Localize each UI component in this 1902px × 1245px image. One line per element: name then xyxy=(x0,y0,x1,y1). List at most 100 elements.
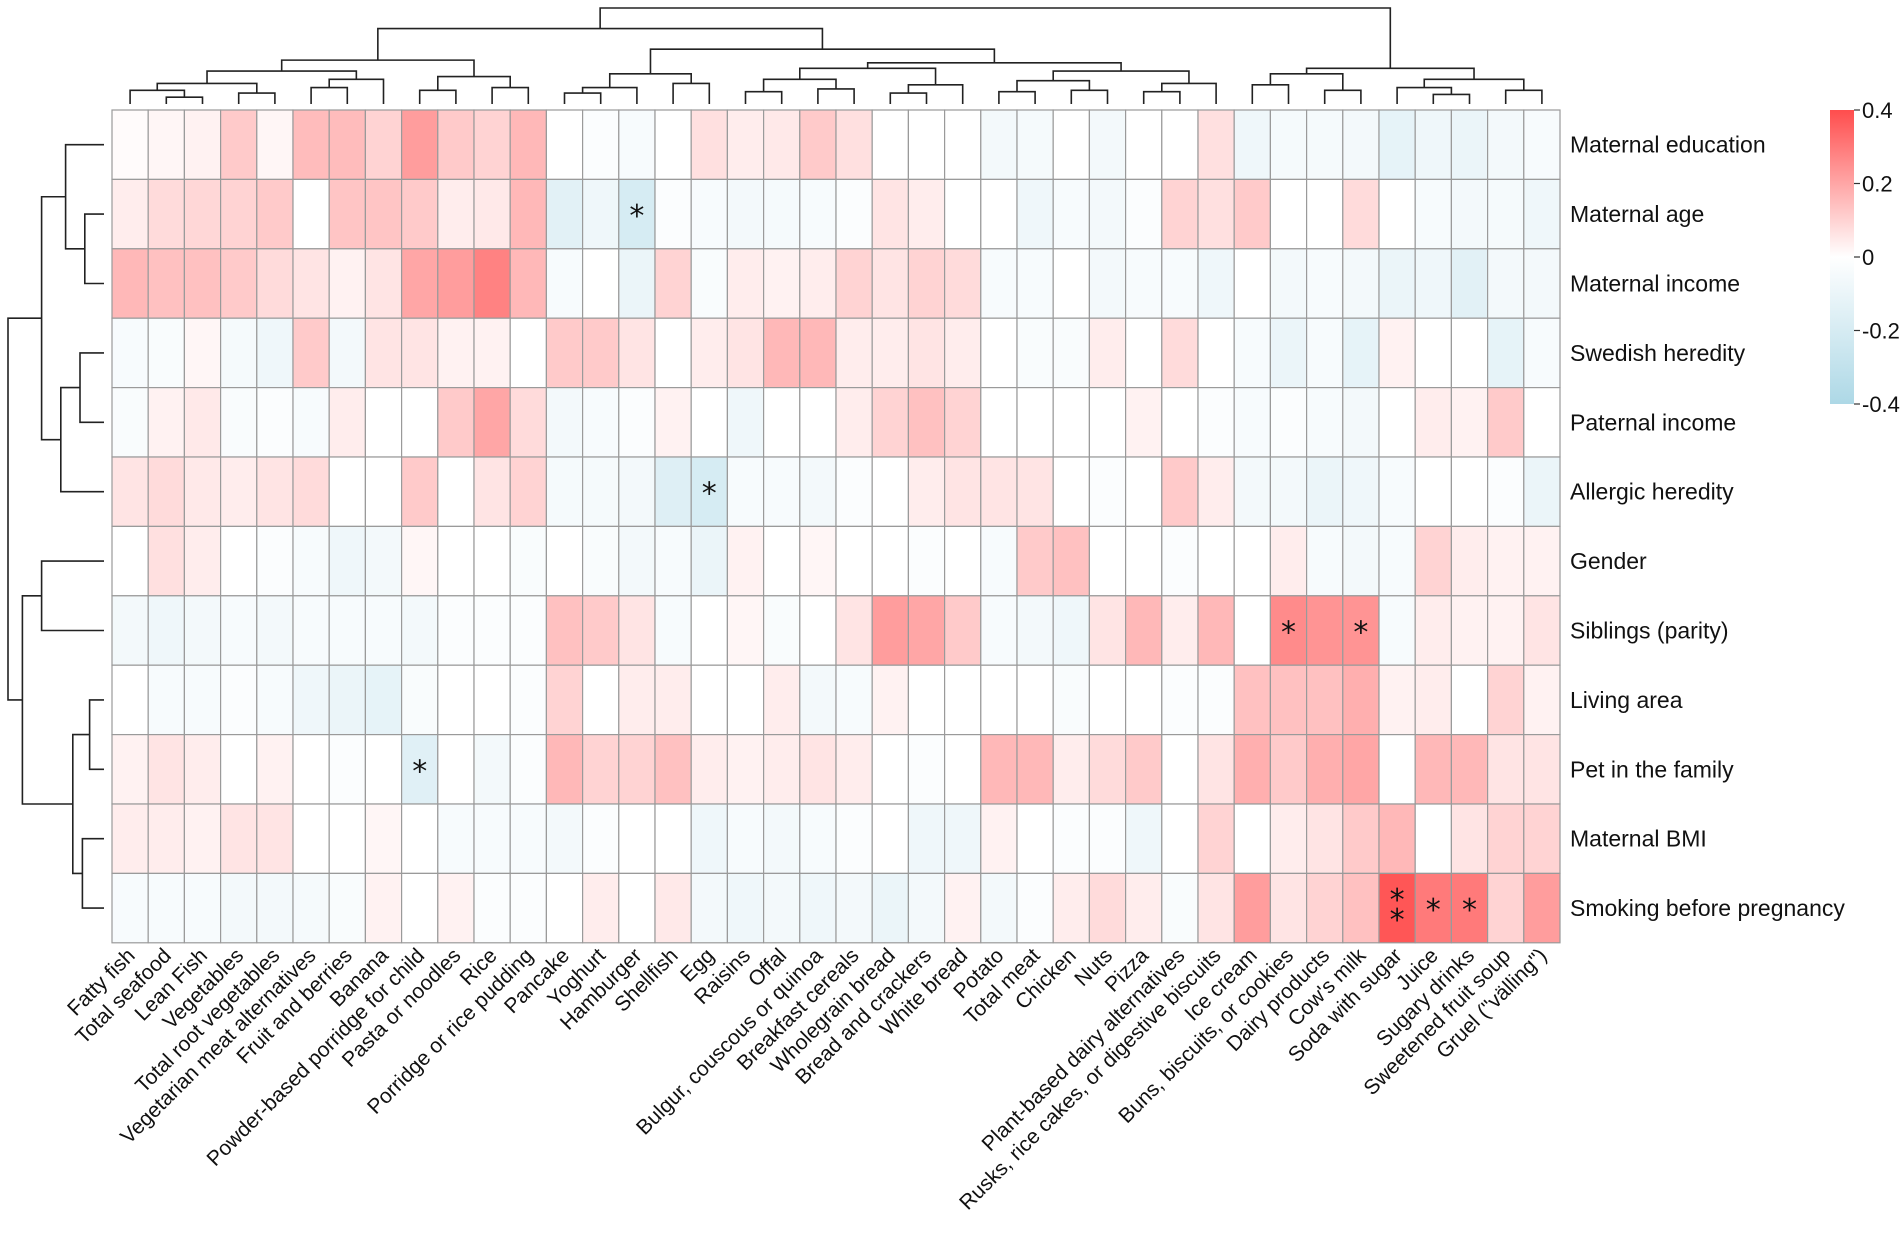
cell-allergic-heredity-powder-based-porridge-for-child xyxy=(401,456,439,528)
cell-swedish-heredity-soda-with-sugar xyxy=(1378,317,1416,389)
dendrogram-branch xyxy=(866,62,1122,72)
cell-living-area-gruel-v-lling xyxy=(1523,664,1561,736)
cell-maternal-income-dairy-products xyxy=(1305,248,1344,319)
dendrogram-branch xyxy=(1323,89,1362,104)
cell-maternal-bmi-sugary-drinks xyxy=(1450,803,1489,875)
cell-smoking-before-pregnancy-shellfish xyxy=(654,872,692,944)
cell-living-area-pancake xyxy=(545,664,584,736)
cell-pet-in-the-family-pancake xyxy=(545,733,584,805)
cell-living-area-nuts xyxy=(1088,664,1127,736)
cell-siblings-parity-total-meat xyxy=(1016,595,1054,666)
dendrogram-branch xyxy=(1396,86,1453,104)
cell-swedish-heredity-vegetarian-meat-alternatives xyxy=(292,317,330,389)
cell-swedish-heredity-potato xyxy=(980,317,1018,389)
cell-paternal-income-pasta-or-noodles xyxy=(437,387,475,458)
cell-swedish-heredity-hamburger xyxy=(618,317,656,389)
dendrogram-branch xyxy=(1432,93,1471,104)
cell-gender-offal xyxy=(762,525,801,597)
cell-swedish-heredity-breakfast-cereals xyxy=(835,317,873,389)
cell-maternal-bmi-fatty-fish xyxy=(111,803,149,875)
cell-smoking-before-pregnancy-bulgur-couscous-or-quinoa xyxy=(799,872,837,944)
dendrogram-branch xyxy=(1504,89,1543,104)
cell-swedish-heredity-fatty-fish xyxy=(111,317,149,389)
cell-pet-in-the-family-hamburger xyxy=(618,733,656,805)
cell-smoking-before-pregnancy-vegetarian-meat-alternatives xyxy=(292,872,330,944)
cell-maternal-age-wholegrain-bread xyxy=(871,178,910,250)
cell-gender-pasta-or-noodles xyxy=(437,525,475,597)
cell-maternal-age-powder-based-porridge-for-child xyxy=(401,178,439,250)
cell-siblings-parity-ice-cream xyxy=(1233,595,1271,666)
cell-gender-fruit-and-berries xyxy=(328,525,367,597)
cell-maternal-education-soda-with-sugar xyxy=(1378,109,1416,181)
significance-mark: * xyxy=(1390,903,1405,938)
cell-smoking-before-pregnancy-gruel-v-lling xyxy=(1523,872,1561,944)
cell-maternal-age-pancake xyxy=(545,178,584,250)
cell-maternal-income-vegetables xyxy=(220,248,258,319)
cell-gender-juice xyxy=(1414,525,1452,597)
cell-maternal-age-buns-biscuits-or-cookies xyxy=(1269,178,1308,250)
cell-maternal-income-hamburger xyxy=(618,248,656,319)
cell-maternal-age-juice xyxy=(1414,178,1452,250)
cell-maternal-education-fatty-fish xyxy=(111,109,149,181)
cell-swedish-heredity-wholegrain-bread xyxy=(871,317,910,389)
legend-colorbar xyxy=(1830,110,1854,404)
cell-maternal-income-fatty-fish xyxy=(111,248,149,319)
cell-smoking-before-pregnancy-vegetables xyxy=(220,872,258,944)
cell-paternal-income-bread-and-crackers xyxy=(907,387,946,458)
dendrogram-branch xyxy=(40,560,104,632)
cell-siblings-parity-vegetables xyxy=(220,595,258,666)
legend-tick-label: -0.2 xyxy=(1862,319,1900,344)
cell-gender-fatty-fish xyxy=(111,525,149,597)
cell-pet-in-the-family-sweetened-fruit-soup xyxy=(1486,733,1525,805)
cell-living-area-cow-s-milk xyxy=(1342,664,1380,736)
cell-pet-in-the-family-lean-fish xyxy=(183,733,222,805)
cell-maternal-income-breakfast-cereals xyxy=(835,248,873,319)
cell-swedish-heredity-dairy-products xyxy=(1305,317,1344,389)
cell-maternal-income-bulgur-couscous-or-quinoa xyxy=(799,248,837,319)
cell-living-area-offal xyxy=(762,664,801,736)
legend-tick-label: 0.4 xyxy=(1862,98,1893,123)
cell-maternal-age-vegetarian-meat-alternatives xyxy=(292,178,330,250)
cell-allergic-heredity-nuts xyxy=(1088,456,1127,528)
cell-pet-in-the-family-yoghurt xyxy=(581,733,620,805)
cell-maternal-bmi-wholegrain-bread xyxy=(871,803,910,875)
cell-pet-in-the-family-cow-s-milk xyxy=(1342,733,1380,805)
cell-allergic-heredity-vegetarian-meat-alternatives xyxy=(292,456,330,528)
cell-allergic-heredity-bulgur-couscous-or-quinoa xyxy=(799,456,837,528)
cell-living-area-chicken xyxy=(1052,664,1090,736)
cell-living-area-rusks-rice-cakes-or-digestive-biscuits xyxy=(1197,664,1235,736)
cell-allergic-heredity-potato xyxy=(980,456,1018,528)
dendrogram-branch xyxy=(1052,70,1190,84)
cell-smoking-before-pregnancy-plant-based-dairy-alternatives xyxy=(1161,872,1199,944)
row-label-allergic-heredity: Allergic heredity xyxy=(1570,479,1734,505)
dendrogram-branch xyxy=(280,59,475,77)
cell-allergic-heredity-gruel-v-lling xyxy=(1523,456,1561,528)
cell-paternal-income-bulgur-couscous-or-quinoa xyxy=(799,387,837,458)
cell-pet-in-the-family-rice xyxy=(473,733,511,805)
cell-maternal-income-plant-based-dairy-alternatives xyxy=(1161,248,1199,319)
cell-swedish-heredity-fruit-and-berries xyxy=(328,317,367,389)
cell-maternal-income-cow-s-milk xyxy=(1342,248,1380,319)
cell-gender-total-meat xyxy=(1016,525,1054,597)
cell-paternal-income-dairy-products xyxy=(1305,387,1344,458)
cell-gender-nuts xyxy=(1088,525,1127,597)
significance-mark: * xyxy=(1462,893,1477,928)
cell-pet-in-the-family-gruel-v-lling xyxy=(1523,733,1561,805)
cell-gender-gruel-v-lling xyxy=(1523,525,1561,597)
cell-maternal-education-bulgur-couscous-or-quinoa xyxy=(799,109,837,181)
cell-maternal-bmi-nuts xyxy=(1088,803,1127,875)
row-label-swedish-heredity: Swedish heredity xyxy=(1570,340,1746,366)
cell-maternal-education-rice xyxy=(473,109,511,181)
cell-gender-yoghurt xyxy=(581,525,620,597)
cell-siblings-parity-porridge-or-rice-pudding xyxy=(509,595,548,666)
cell-allergic-heredity-banana xyxy=(364,456,403,528)
cell-paternal-income-fatty-fish xyxy=(111,387,149,458)
cell-paternal-income-raisins xyxy=(726,387,765,458)
cell-maternal-education-pancake xyxy=(545,109,584,181)
dendrogram-branch xyxy=(237,92,276,104)
row-label-smoking-before-pregnancy: Smoking before pregnancy xyxy=(1570,895,1845,921)
cell-maternal-income-banana xyxy=(364,248,403,319)
cell-siblings-parity-total-root-vegetables xyxy=(256,595,294,666)
cell-paternal-income-rice xyxy=(473,387,511,458)
cell-gender-white-bread xyxy=(943,525,982,597)
